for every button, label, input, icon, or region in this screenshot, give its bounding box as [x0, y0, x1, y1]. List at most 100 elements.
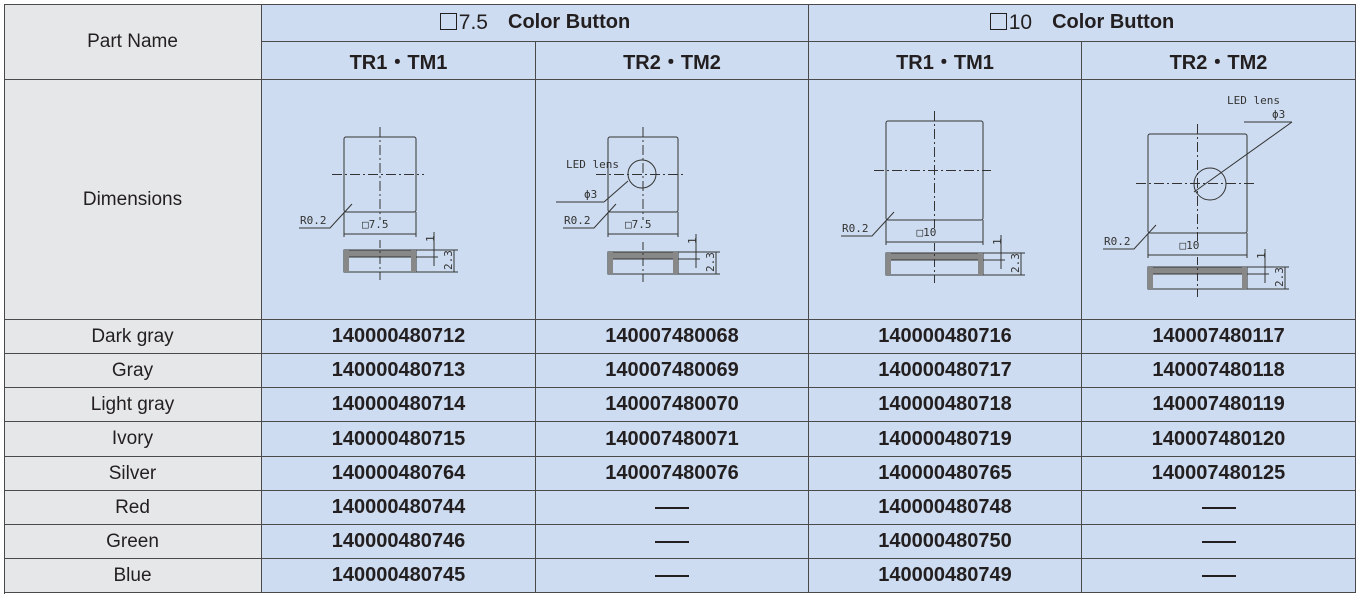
part-number: 140007480117 [1152, 325, 1285, 347]
part-number: 140000480718 [878, 393, 1012, 415]
group-label: Color Button [508, 11, 631, 33]
part-number-cell: 140000480715 [262, 422, 536, 457]
part-number: 140007480118 [1152, 359, 1285, 381]
square-symbol-icon [989, 12, 1007, 30]
sub-header-label: TR2・TM2 [1169, 52, 1268, 74]
part-number-cell: 140007480076 [536, 457, 809, 491]
row-label-cell: Blue [4, 559, 262, 593]
part-number: 140000480716 [878, 325, 1012, 347]
part-number: 140000480749 [878, 564, 1012, 586]
color-name: Blue [113, 564, 152, 586]
part-number: 140000480750 [878, 530, 1012, 552]
size-value: 7.5 [458, 10, 488, 34]
sub-header-label: TR1・TM1 [349, 52, 448, 74]
color-name: Green [106, 530, 159, 552]
part-number-cell: 140000480749 [809, 559, 1082, 593]
size-label: 10 [989, 11, 1032, 35]
not-available-dash [655, 540, 689, 543]
group-header: 7.5 Color Button [262, 4, 809, 42]
color-name: Dark gray [91, 325, 174, 347]
sub-header: TR2・TM2 [536, 42, 809, 80]
part-number-cell: 140000480718 [809, 388, 1082, 422]
sub-header: TR2・TM2 [1082, 42, 1356, 80]
row-label-cell: Light gray [4, 388, 262, 422]
part-number: 140007480071 [605, 427, 739, 450]
height-label: 2.3 [1009, 253, 1022, 273]
row-label-cell: Ivory [4, 422, 262, 457]
part-number-cell: 140000480716 [809, 320, 1082, 354]
part-number: 140000480764 [331, 462, 466, 484]
led-lens-circle [1193, 167, 1227, 201]
dimension-drawing-cell: R0.2 □10 1 2.3 [809, 80, 1082, 320]
part-number-cell: 140007480120 [1082, 422, 1356, 457]
part-number-cell: 140007480118 [1082, 354, 1356, 388]
part-number: 140000480765 [878, 462, 1012, 484]
led-lens-label: LED lens [1227, 94, 1280, 107]
corner-radius-label: R0.2 [1104, 235, 1131, 248]
dimensions-label-cell: Dimensions [4, 80, 262, 320]
part-number-cell: 140000480745 [262, 559, 536, 593]
row-label-cell: Silver [4, 457, 262, 491]
color-name: Ivory [111, 428, 154, 449]
sub-header-label: TR1・TM1 [896, 52, 994, 74]
corner-leader [299, 203, 353, 229]
top-thickness-label: 1 [991, 238, 1004, 245]
not-available-dash [1201, 574, 1236, 577]
width-label: □7.5 [362, 218, 389, 231]
top-thickness-label: 1 [424, 235, 437, 242]
part-number: 140007480068 [605, 325, 739, 347]
part-number-cell [536, 525, 809, 559]
height-label: 2.3 [442, 250, 455, 270]
part-number-cell [536, 491, 809, 525]
part-number-cell: 140007480117 [1082, 320, 1356, 354]
sub-header: TR1・TM1 [262, 42, 536, 80]
dimension-drawing-cell: R0.2 □7.5 1 2.3 [262, 80, 536, 320]
part-name-header: Part Name [4, 4, 262, 80]
height-label: 2.3 [1273, 267, 1286, 287]
dimensions-label: Dimensions [82, 188, 183, 210]
part-number: 140000480746 [331, 530, 466, 552]
part-number: 140007480070 [605, 393, 739, 415]
top-thickness-label: 1 [1255, 252, 1268, 259]
part-number-cell: 140007480119 [1082, 388, 1356, 422]
row-label-cell: Green [4, 525, 262, 559]
group-label: Color Button [1052, 11, 1175, 33]
part-number: 140000480745 [331, 564, 466, 586]
row-label-cell: Dark gray [4, 320, 262, 354]
color-name: Light gray [90, 393, 175, 415]
dimension-drawing: R0.2 □10 1 2.3 [841, 111, 1025, 285]
part-number-cell: 140007480070 [536, 388, 809, 422]
corner-radius-label: R0.2 [564, 214, 591, 227]
not-available-dash [655, 574, 689, 577]
part-number-cell: 140000480719 [809, 422, 1082, 457]
part-number-cell [1082, 491, 1356, 525]
dimension-drawing: R0.2 □7.5 1 2.3 [299, 127, 458, 282]
part-number-cell: 140007480125 [1082, 457, 1356, 491]
part-name-label: Part Name [87, 30, 178, 52]
part-number: 140000480717 [878, 359, 1012, 381]
part-number: 140000480712 [331, 325, 466, 347]
part-number: 140000480715 [331, 427, 466, 450]
part-number: 140000480744 [331, 496, 466, 518]
part-number-cell [1082, 559, 1356, 593]
part-number-cell: 140007480068 [536, 320, 809, 354]
part-number-cell [1082, 525, 1356, 559]
part-number-cell: 140007480071 [536, 422, 809, 457]
corner-leader [841, 211, 895, 237]
size-label: 7.5 [439, 10, 488, 35]
part-number: 140000480719 [878, 427, 1012, 450]
part-number: 140000480714 [331, 393, 466, 415]
led-lens-label: LED lens [566, 158, 619, 171]
part-number: 140000480713 [331, 359, 466, 381]
part-number-cell: 140000480748 [809, 491, 1082, 525]
dimension-drawing: R0.2 □7.5 1 2.3 LED lens ϕ3 [556, 127, 720, 284]
not-available-dash [1201, 506, 1236, 509]
color-name: Gray [111, 359, 154, 381]
dimension-drawing-cell: R0.2 □10 1 2.3 LED lens ϕ3 [1082, 80, 1356, 320]
group-header: 10 Color Button [809, 4, 1356, 42]
part-number-cell: 140000480765 [809, 457, 1082, 491]
top-thickness-label: 1 [686, 237, 699, 244]
part-number-cell: 140000480717 [809, 354, 1082, 388]
sub-header: TR1・TM1 [809, 42, 1082, 80]
